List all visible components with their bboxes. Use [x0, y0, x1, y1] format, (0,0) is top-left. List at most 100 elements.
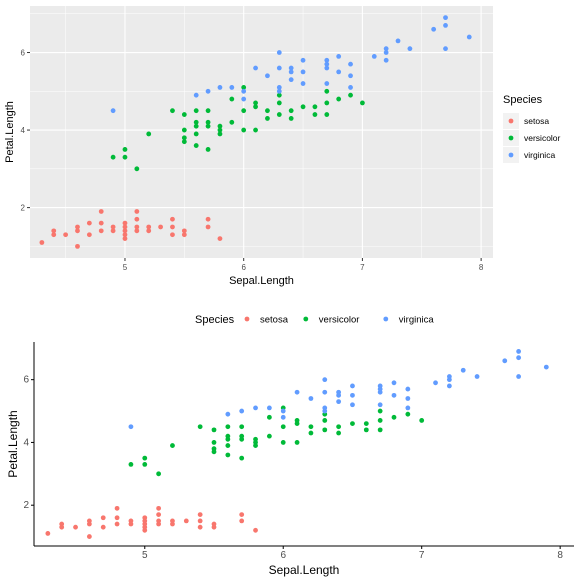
data-point	[225, 411, 231, 417]
data-point	[239, 455, 245, 461]
data-point	[217, 85, 223, 90]
data-point	[322, 418, 328, 423]
data-point	[114, 515, 120, 521]
data-point	[377, 408, 383, 414]
data-point	[288, 116, 294, 121]
data-point	[276, 88, 282, 94]
data-point	[225, 443, 231, 448]
data-point	[324, 61, 330, 67]
data-point	[193, 92, 199, 98]
data-point	[363, 421, 369, 426]
data-point	[110, 108, 116, 114]
legend-key	[303, 316, 309, 322]
data-point	[239, 518, 245, 524]
data-point	[86, 518, 92, 524]
data-point	[100, 515, 106, 521]
data-point	[391, 414, 397, 420]
data-point	[253, 436, 258, 442]
data-point	[110, 154, 116, 160]
data-point	[229, 96, 235, 102]
data-point	[146, 228, 152, 234]
data-point	[324, 57, 330, 63]
x-tick-label: 6	[241, 263, 246, 272]
data-point	[383, 46, 389, 52]
data-point	[181, 127, 187, 133]
x-tick-label: 8	[479, 263, 484, 272]
data-point	[197, 524, 203, 530]
legend-label: versicolor	[319, 315, 360, 326]
data-point	[516, 355, 522, 361]
data-point	[294, 389, 300, 395]
data-point	[122, 232, 128, 238]
data-point	[211, 427, 217, 433]
data-point	[276, 65, 282, 71]
series-virginica	[110, 15, 472, 114]
data-point	[288, 77, 294, 83]
data-point	[336, 69, 342, 75]
data-point	[86, 220, 92, 226]
data-point	[142, 455, 148, 461]
data-point	[350, 383, 355, 389]
data-point	[324, 100, 330, 106]
data-point	[197, 518, 203, 524]
data-point	[312, 112, 318, 117]
data-point	[205, 119, 211, 125]
x-tick-label: 5	[142, 550, 148, 561]
data-point	[280, 424, 286, 430]
data-point	[170, 518, 175, 524]
data-point	[128, 424, 134, 430]
data-point	[229, 119, 235, 125]
data-point	[193, 123, 199, 129]
data-point	[300, 104, 306, 110]
x-tick-label: 7	[360, 263, 365, 272]
data-point	[225, 452, 231, 458]
data-point	[265, 73, 270, 79]
data-point	[39, 240, 45, 245]
data-point	[75, 224, 80, 230]
data-point	[241, 88, 247, 94]
data-point	[98, 220, 104, 226]
data-point	[211, 521, 217, 527]
y-tick-label: 4	[21, 126, 26, 135]
data-point	[265, 108, 270, 114]
data-point	[142, 515, 148, 521]
data-point	[75, 228, 80, 234]
data-point	[197, 424, 203, 430]
data-point	[516, 349, 522, 354]
data-point	[205, 147, 211, 152]
data-point	[134, 224, 140, 230]
data-point	[170, 232, 175, 238]
x-tick-label: 8	[557, 550, 563, 561]
data-point	[253, 100, 258, 106]
data-point	[288, 69, 294, 75]
data-point	[322, 377, 328, 383]
data-point	[405, 405, 411, 411]
legend-key	[508, 118, 514, 124]
data-point	[348, 73, 353, 79]
data-point	[276, 100, 282, 106]
series-setosa	[45, 505, 258, 539]
data-point	[324, 81, 330, 86]
data-point	[433, 380, 438, 386]
x-tick-label: 5	[123, 263, 128, 272]
data-point	[183, 518, 189, 524]
x-tick-label: 6	[280, 550, 286, 561]
data-point	[239, 512, 245, 518]
data-point	[336, 424, 342, 430]
data-point	[100, 524, 106, 530]
data-point	[98, 209, 104, 214]
legend-title: Species	[503, 94, 543, 106]
data-point	[350, 402, 355, 408]
data-point	[300, 69, 306, 75]
data-point	[51, 232, 57, 238]
data-point	[383, 57, 389, 63]
data-point	[336, 54, 342, 59]
data-point	[45, 531, 51, 536]
data-point	[391, 380, 397, 386]
data-point	[110, 224, 116, 230]
data-point	[134, 228, 140, 234]
data-point	[114, 521, 120, 527]
data-point	[86, 534, 92, 539]
data-point	[276, 92, 282, 98]
